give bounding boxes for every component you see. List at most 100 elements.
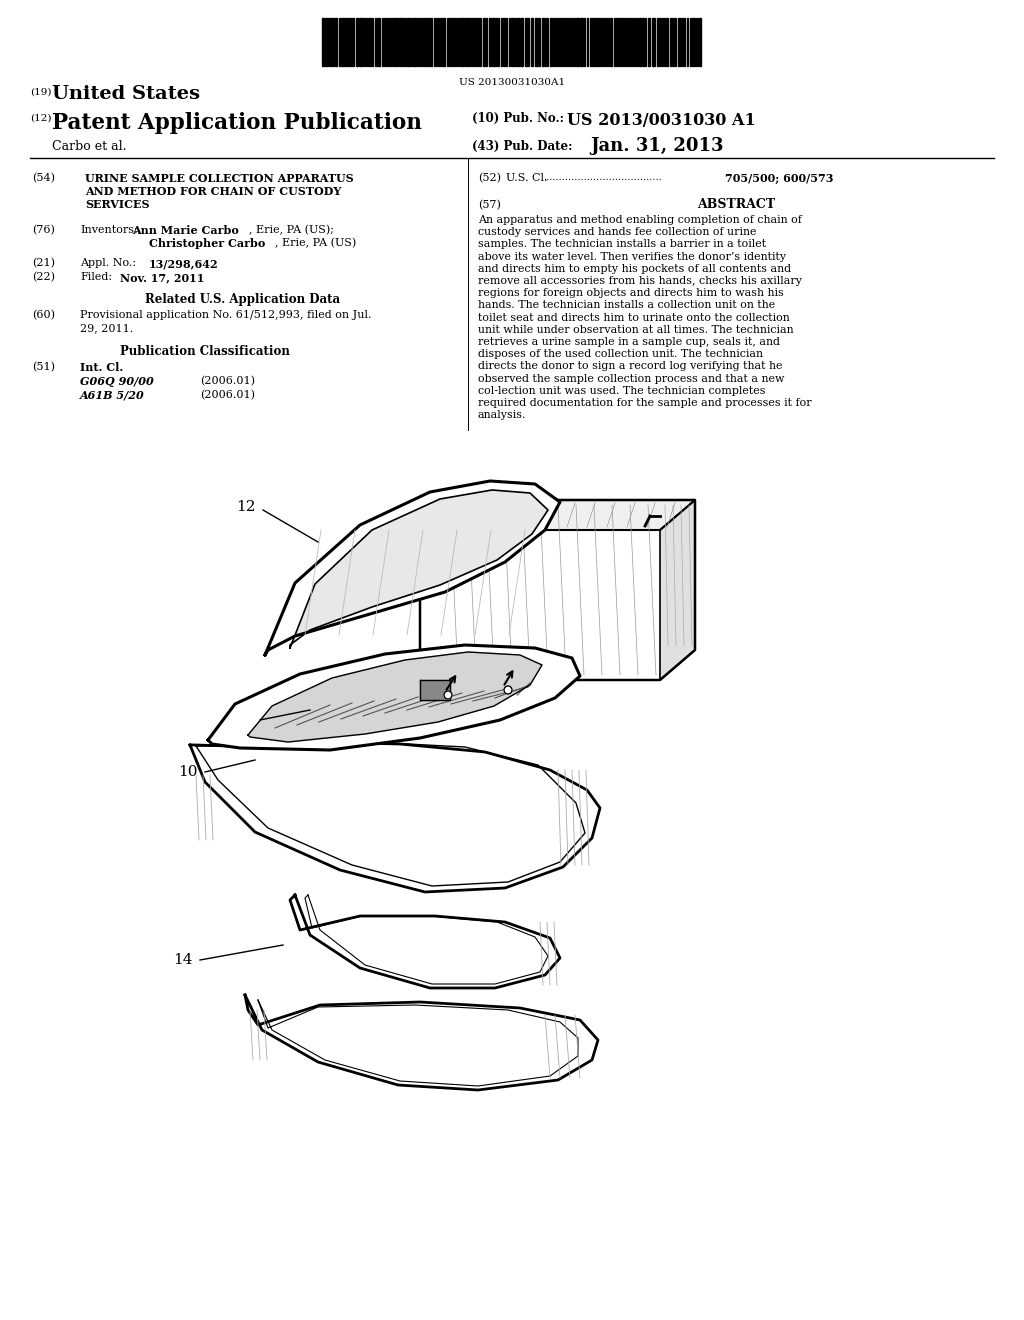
Text: toilet seat and directs him to urinate onto the collection: toilet seat and directs him to urinate o… [478,313,790,322]
Bar [359,18,362,66]
Bar [596,18,599,66]
Bar [489,18,490,66]
Bar [326,18,328,66]
Bar [652,18,655,66]
Bar [517,18,519,66]
Bar [427,18,429,66]
Text: required documentation for the sample and processes it for: required documentation for the sample an… [478,399,812,408]
Text: 16: 16 [233,713,253,727]
Text: unit while under observation at all times. The technician: unit while under observation at all time… [478,325,794,335]
Bar [341,18,344,66]
Polygon shape [208,645,580,750]
Text: (60): (60) [32,310,55,321]
Bar [492,18,495,66]
Bar [335,18,337,66]
Text: and directs him to empty his pockets of all contents and: and directs him to empty his pockets of … [478,264,792,273]
Text: Carbo et al.: Carbo et al. [52,140,127,153]
Bar [580,18,583,66]
Text: Related U.S. Application Data: Related U.S. Application Data [145,293,340,306]
Bar [345,18,348,66]
Text: 12: 12 [237,500,256,513]
Bar [349,18,351,66]
Text: (57): (57) [478,201,501,210]
Bar [648,18,650,66]
Bar [642,18,644,66]
Bar [483,18,485,66]
Text: (2006.01): (2006.01) [200,389,255,400]
Text: Jan. 31, 2013: Jan. 31, 2013 [590,137,724,154]
Polygon shape [290,895,560,987]
Bar [569,18,571,66]
Bar [471,18,473,66]
Bar [699,18,701,66]
Bar [503,18,505,66]
Text: Appl. No.:: Appl. No.: [80,257,136,268]
Text: U.S. Cl.: U.S. Cl. [506,173,548,183]
Bar [542,18,544,66]
Bar [329,18,332,66]
Text: Inventors:: Inventors: [80,224,138,235]
Bar [560,18,562,66]
Text: custody services and hands fee collection of urine: custody services and hands fee collectio… [478,227,757,238]
Text: URINE SAMPLE COLLECTION APPARATUS: URINE SAMPLE COLLECTION APPARATUS [85,173,353,183]
Polygon shape [420,500,695,531]
Bar [590,18,592,66]
Polygon shape [420,500,695,680]
Text: Publication Classification: Publication Classification [120,345,290,358]
Bar [616,18,618,66]
Text: US 2013/0031030 A1: US 2013/0031030 A1 [567,112,756,129]
Bar [424,18,426,66]
Bar [395,18,398,66]
Bar [525,18,527,66]
Text: 10: 10 [178,766,198,779]
Bar [430,18,432,66]
Bar [575,18,579,66]
Bar [461,18,464,66]
Text: (51): (51) [32,362,55,372]
Bar [511,18,514,66]
Bar [443,18,445,66]
Text: (54): (54) [32,173,55,183]
Bar [384,18,386,66]
Text: 14: 14 [173,953,193,968]
Bar [419,18,421,66]
Text: Nov. 17, 2011: Nov. 17, 2011 [120,272,205,282]
Bar [369,18,371,66]
Bar [520,18,523,66]
Text: US 20130031030A1: US 20130031030A1 [459,78,565,87]
Text: disposes of the used collection unit. The technician: disposes of the used collection unit. Th… [478,350,763,359]
Text: 13/298,642: 13/298,642 [150,257,219,269]
Text: (21): (21) [32,257,55,268]
Bar [610,18,612,66]
Text: , Erie, PA (US): , Erie, PA (US) [275,238,356,248]
Polygon shape [420,680,450,700]
Bar [322,18,325,66]
Bar [413,18,416,66]
Bar [452,18,454,66]
Text: ......................................: ...................................... [543,173,662,182]
Bar [535,18,538,66]
Text: ABSTRACT: ABSTRACT [697,198,775,211]
Bar [449,18,451,66]
Bar [531,18,534,66]
Text: col-lection unit was used. The technician completes: col-lection unit was used. The technicia… [478,385,766,396]
Bar [593,18,595,66]
Text: 29, 2011.: 29, 2011. [80,323,133,333]
Bar [639,18,641,66]
Text: United States: United States [52,84,200,103]
Bar [624,18,626,66]
Polygon shape [190,742,600,892]
Polygon shape [258,655,534,739]
Text: Int. Cl.: Int. Cl. [80,362,123,374]
Bar [402,18,404,66]
Text: Christopher Carbo: Christopher Carbo [150,238,265,249]
Polygon shape [660,500,695,680]
Text: Ann Marie Carbo: Ann Marie Carbo [132,224,239,236]
Text: An apparatus and method enabling completion of chain of: An apparatus and method enabling complet… [478,215,802,224]
Polygon shape [245,995,598,1090]
Bar [476,18,478,66]
Text: observed the sample collection process and that a new: observed the sample collection process a… [478,374,784,384]
Text: A61B 5/20: A61B 5/20 [80,389,144,401]
Polygon shape [248,652,542,742]
Text: (43) Pub. Date:: (43) Pub. Date: [472,140,572,153]
